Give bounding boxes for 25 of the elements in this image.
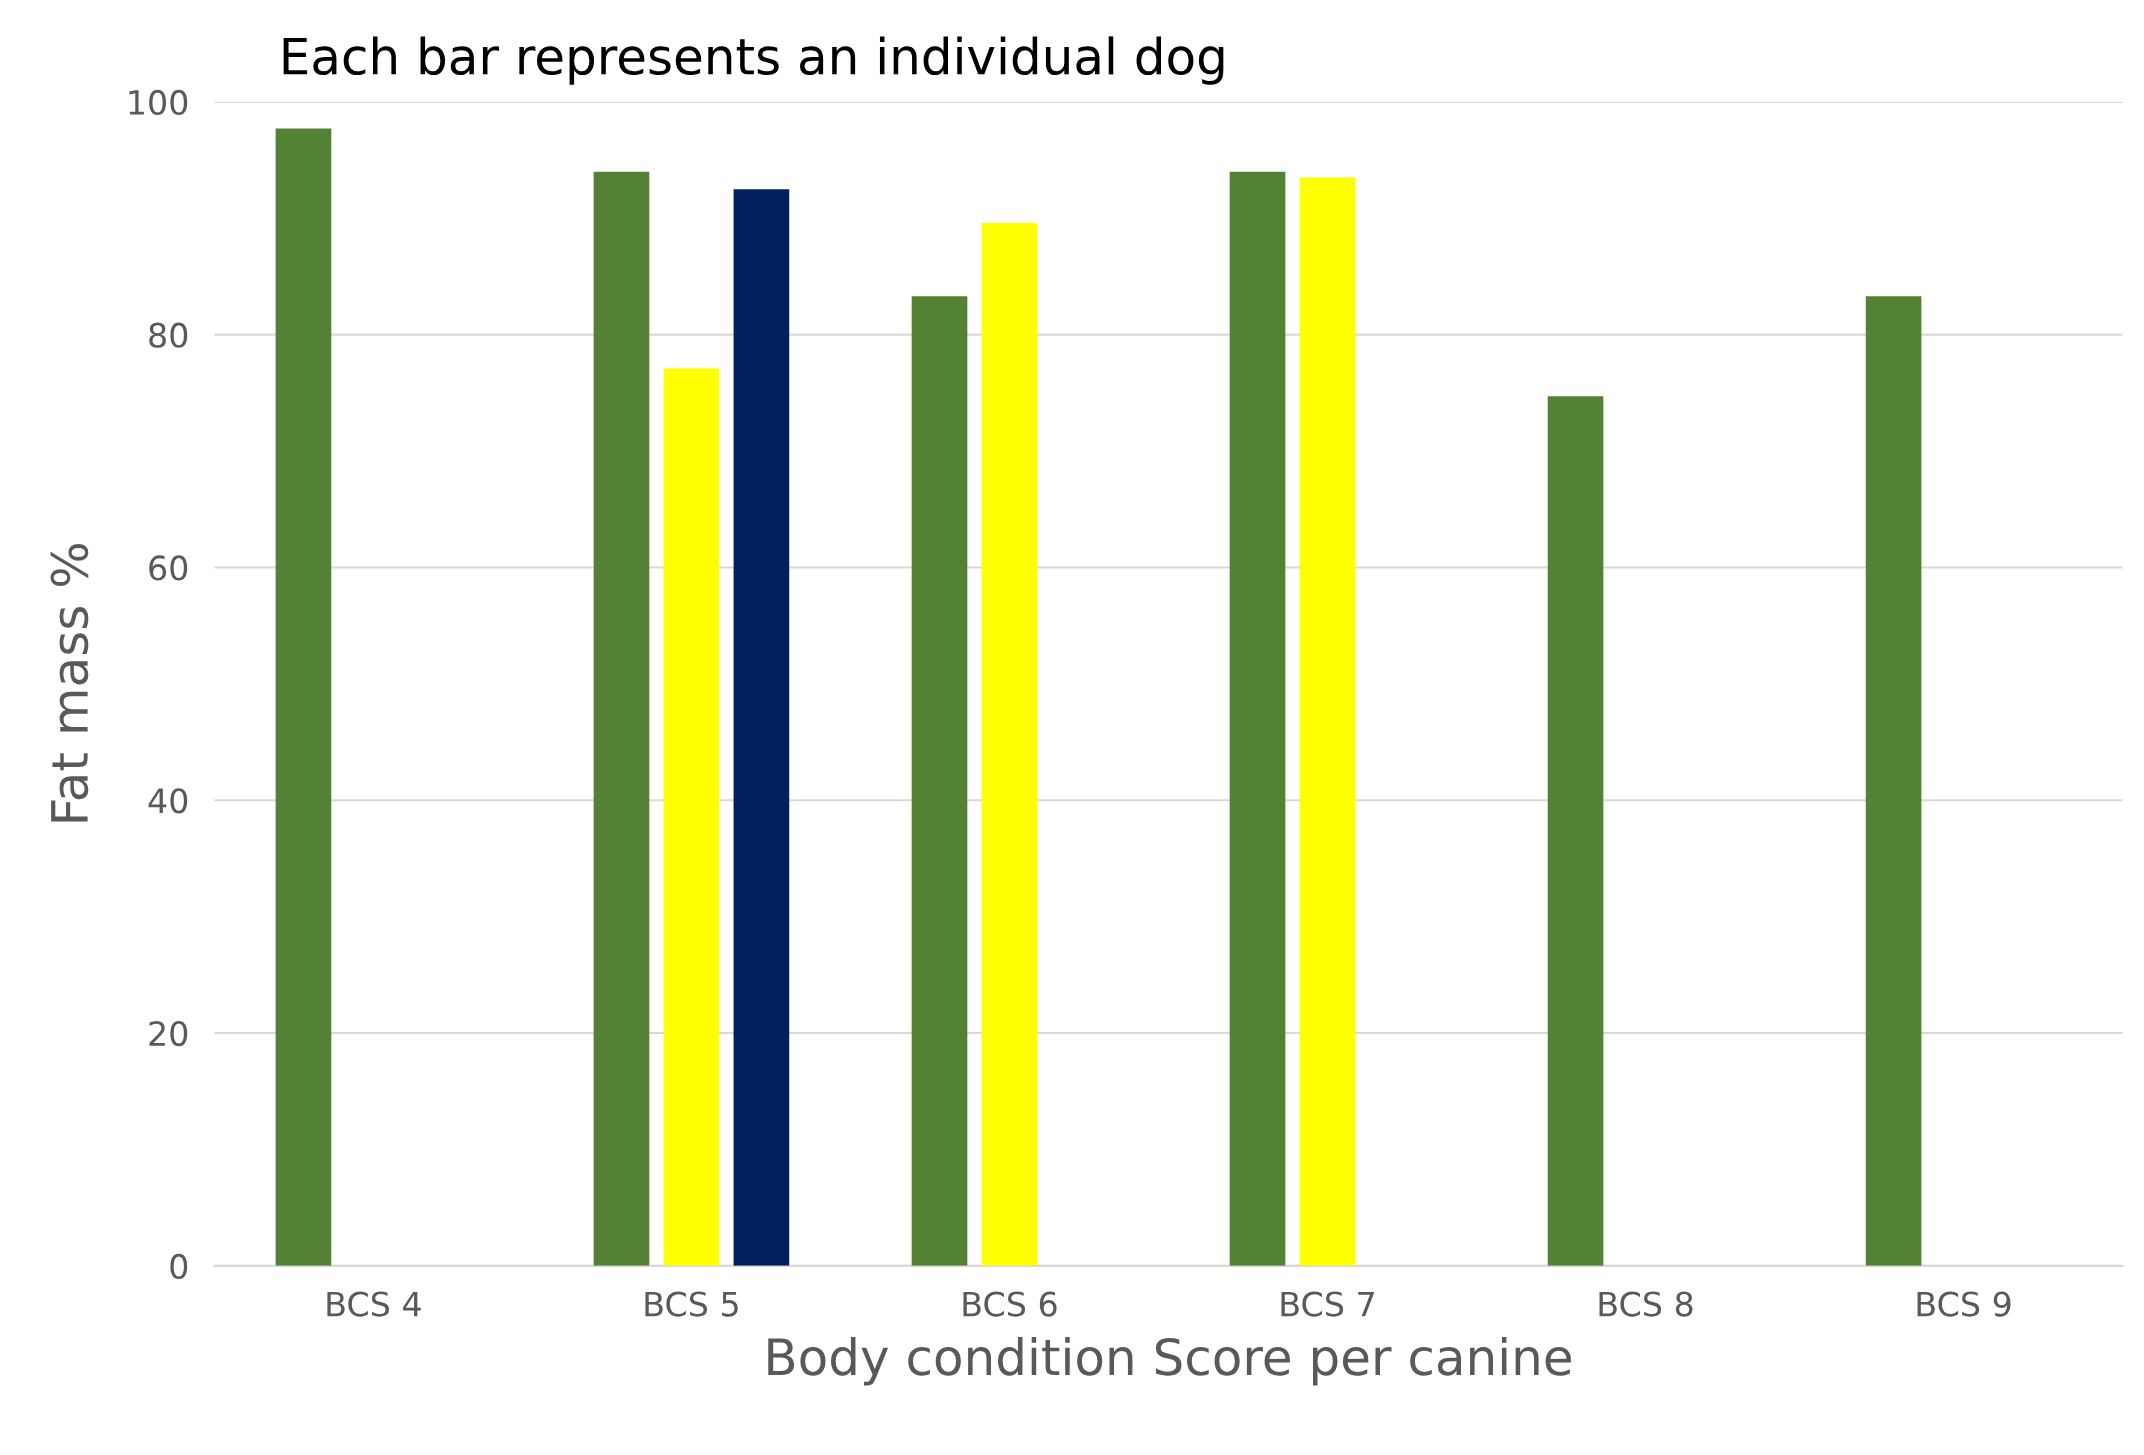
x-axis-title: Body condition Score per canine [768,1337,1571,1386]
bar [911,296,968,1266]
bar [981,222,1038,1266]
x-tick-label: BCS 9 [1917,1291,2011,1317]
x-tick-label: BCS 7 [1281,1291,1374,1317]
bar [275,128,332,1266]
y-tick-label: 80 [149,322,188,348]
y-tick-label: 100 [129,89,188,115]
y-tick-label: 20 [149,1020,188,1047]
chart-title: Each bar represents an individual dog [283,36,1224,85]
x-tick-label: BCS 4 [327,1291,421,1317]
bar [1299,177,1356,1266]
bar [733,189,790,1266]
y-axis-title: Fat mass % [50,544,89,822]
y-tick-label: 0 [170,1253,188,1279]
bar [1229,171,1286,1266]
y-tick-label: 40 [148,788,188,814]
y-tick-label: 60 [149,555,188,581]
bar [1547,396,1604,1266]
bar [1865,296,1922,1266]
bar [663,368,720,1266]
x-tick-label: BCS 5 [645,1291,738,1317]
bar [593,171,650,1266]
x-tick-label: BCS 8 [1599,1291,1693,1317]
x-tick-label: BCS 6 [963,1291,1057,1317]
